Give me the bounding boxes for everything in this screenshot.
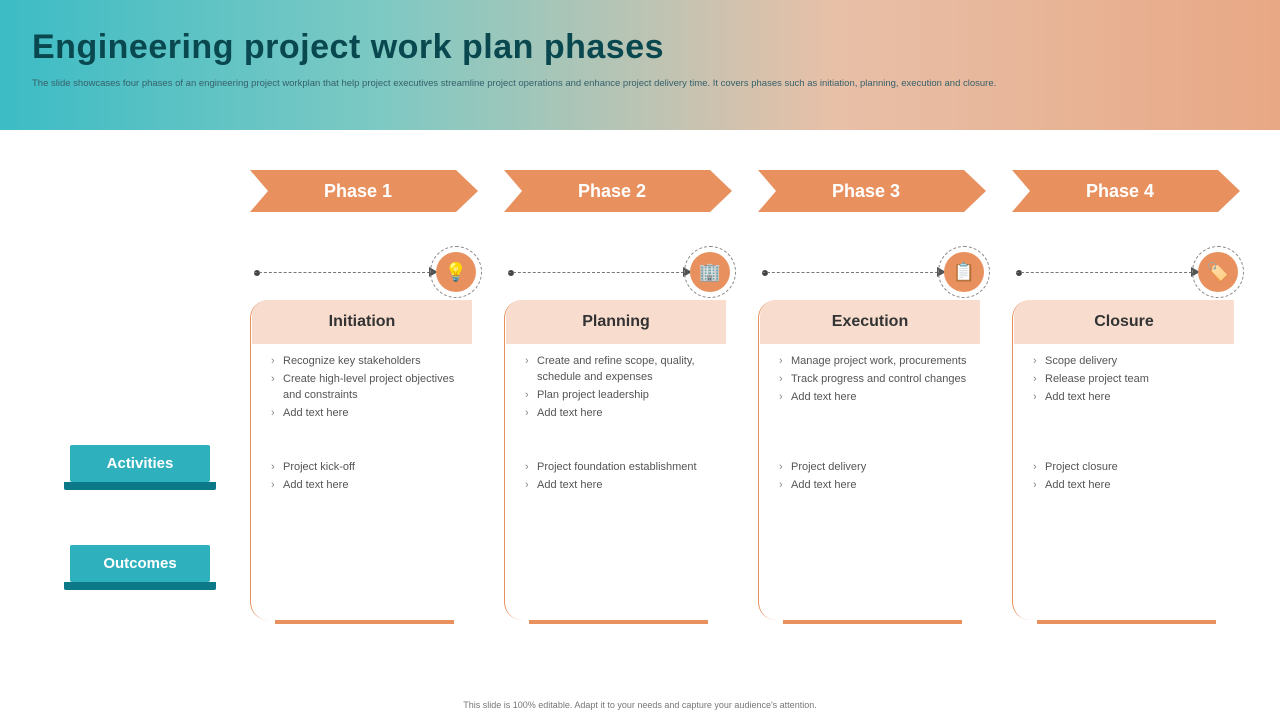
phase-card: Phase 2 🏢 Planning Create and refine sco… [504, 170, 732, 620]
phase-card: Phase 3 📋 Execution Manage project work,… [758, 170, 986, 620]
phase-top-decoration: 💡 [250, 248, 478, 300]
phase-arrow-label: Phase 3 [758, 170, 964, 212]
phase-icon: 💡 [436, 252, 476, 292]
phase-icon-ring: 🏢 [684, 246, 736, 298]
page-subtitle: The slide showcases four phases of an en… [32, 77, 1248, 90]
list-item: Add text here [779, 390, 972, 406]
list-item: Add text here [1033, 390, 1226, 406]
phase-top-decoration: 🏢 [504, 248, 732, 300]
phase-arrow-head [710, 170, 732, 212]
list-item: Add text here [271, 406, 464, 422]
list-item: Project foundation establishment [525, 460, 718, 476]
phase-top-decoration: 🏷️ [1012, 248, 1240, 300]
row-label-activities: Activities [70, 445, 210, 490]
phase-arrow-tail [758, 170, 776, 212]
deco-dot [254, 270, 260, 276]
row-label-outcomes: Outcomes [70, 545, 210, 590]
phase-icon-ring: 📋 [938, 246, 990, 298]
list-item: Add text here [525, 406, 718, 422]
phase-arrow-tail [1012, 170, 1030, 212]
outcomes-list: Project kick-off Add text here [251, 460, 472, 516]
activities-list: Recognize key stakeholders Create high-le… [251, 354, 472, 446]
phase-arrow-head [456, 170, 478, 212]
deco-dashline [1016, 272, 1192, 273]
phase-arrow: Phase 3 [758, 170, 986, 212]
phase-card-body: Execution Manage project work, procureme… [758, 300, 986, 620]
phase-name: Closure [1014, 300, 1234, 344]
phase-icon: 🏢 [690, 252, 730, 292]
phase-icon: 🏷️ [1198, 252, 1238, 292]
phase-card-body: Closure Scope delivery Release project te… [1012, 300, 1240, 620]
phase-arrow-label: Phase 2 [504, 170, 710, 212]
outcomes-list: Project delivery Add text here [759, 460, 980, 516]
phase-icon-ring: 🏷️ [1192, 246, 1244, 298]
phase-card-body: Planning Create and refine scope, qualit… [504, 300, 732, 620]
phase-icon: 📋 [944, 252, 984, 292]
phase-name: Initiation [252, 300, 472, 344]
list-item: Add text here [525, 478, 718, 494]
content-area: Activities Outcomes Phase 1 💡 Initiation… [0, 170, 1280, 620]
row-label-outcomes-base [64, 582, 216, 590]
phase-card: Phase 1 💡 Initiation Recognize key stake… [250, 170, 478, 620]
header-band: Engineering project work plan phases The… [0, 0, 1280, 130]
outcomes-list: Project closure Add text here [1013, 460, 1234, 516]
phase-arrow-tail [504, 170, 522, 212]
phase-arrow-head [1218, 170, 1240, 212]
list-item: Add text here [1033, 478, 1226, 494]
list-item: Project delivery [779, 460, 972, 476]
list-item: Manage project work, procurements [779, 354, 972, 370]
activities-list: Create and refine scope, quality, schedu… [505, 354, 726, 446]
row-label-outcomes-text: Outcomes [70, 545, 210, 582]
row-label-activities-text: Activities [70, 445, 210, 482]
phase-cards-row: Phase 1 💡 Initiation Recognize key stake… [220, 170, 1240, 620]
list-item: Recognize key stakeholders [271, 354, 464, 370]
list-item: Plan project leadership [525, 388, 718, 404]
phase-arrow-label: Phase 4 [1012, 170, 1218, 212]
deco-dashline [508, 272, 684, 273]
phase-arrow-label: Phase 1 [250, 170, 456, 212]
deco-dot [508, 270, 514, 276]
list-item: Create high-level project objectives and… [271, 372, 464, 404]
list-item: Add text here [271, 478, 464, 494]
list-item: Project closure [1033, 460, 1226, 476]
phase-card-body: Initiation Recognize key stakeholders Cre… [250, 300, 478, 620]
row-labels-column: Activities Outcomes [40, 170, 220, 620]
deco-dot [1016, 270, 1022, 276]
row-label-activities-base [64, 482, 216, 490]
list-item: Create and refine scope, quality, schedu… [525, 354, 718, 386]
phase-arrow-head [964, 170, 986, 212]
list-item: Add text here [779, 478, 972, 494]
phase-top-decoration: 📋 [758, 248, 986, 300]
phase-arrow: Phase 4 [1012, 170, 1240, 212]
list-item: Release project team [1033, 372, 1226, 388]
phase-arrow: Phase 2 [504, 170, 732, 212]
phase-name: Execution [760, 300, 980, 344]
phase-arrow-tail [250, 170, 268, 212]
deco-dashline [254, 272, 430, 273]
page-title: Engineering project work plan phases [32, 28, 1248, 67]
phase-card: Phase 4 🏷️ Closure Scope delivery Release… [1012, 170, 1240, 620]
activities-list: Manage project work, procurements Track p… [759, 354, 980, 446]
phase-icon-ring: 💡 [430, 246, 482, 298]
deco-dashline [762, 272, 938, 273]
phase-arrow: Phase 1 [250, 170, 478, 212]
list-item: Scope delivery [1033, 354, 1226, 370]
outcomes-list: Project foundation establishment Add text… [505, 460, 726, 516]
list-item: Project kick-off [271, 460, 464, 476]
list-item: Track progress and control changes [779, 372, 972, 388]
deco-dot [762, 270, 768, 276]
activities-list: Scope delivery Release project team Add te… [1013, 354, 1234, 446]
phase-name: Planning [506, 300, 726, 344]
footer-note: This slide is 100% editable. Adapt it to… [0, 700, 1280, 710]
